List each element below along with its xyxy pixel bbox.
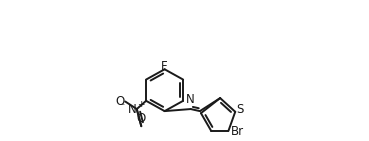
Text: F: F xyxy=(161,60,168,73)
Text: +: + xyxy=(137,100,144,109)
Text: Br: Br xyxy=(231,125,244,138)
Text: S: S xyxy=(236,103,243,116)
Text: O: O xyxy=(115,95,125,108)
Text: ⁻: ⁻ xyxy=(119,103,124,113)
Text: N: N xyxy=(128,103,137,116)
Text: N: N xyxy=(186,93,194,106)
Text: O: O xyxy=(137,112,146,125)
